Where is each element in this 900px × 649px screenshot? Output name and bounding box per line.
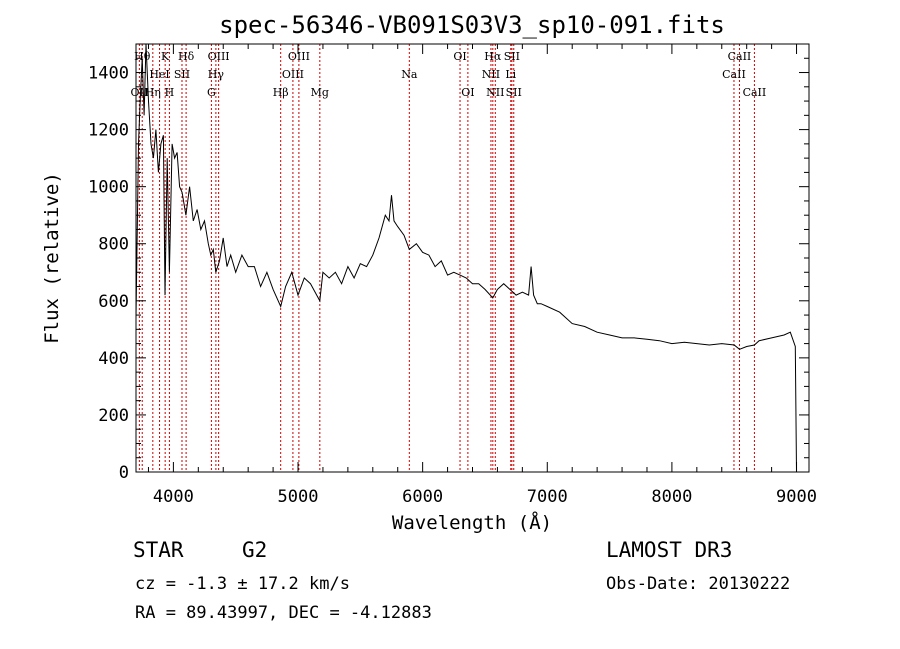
marker-label: HeI xyxy=(149,68,169,81)
series-layer xyxy=(135,43,797,473)
x-tick-label: 7000 xyxy=(527,487,568,507)
y-tick-label: 200 xyxy=(98,406,129,426)
x-tick-label: 8000 xyxy=(651,487,692,507)
marker-label: CaII xyxy=(743,86,767,99)
marker-label: Hδ xyxy=(178,50,195,63)
y-tick-label: 400 xyxy=(98,349,129,369)
marker-label: CaII xyxy=(728,50,752,63)
x-axis: 4000 5000 6000 7000 8000 9000 xyxy=(147,44,817,507)
y-axis-label: Flux (relative) xyxy=(41,172,63,344)
marker-label: SII xyxy=(174,68,190,81)
observation-date: Obs-Date: 20130222 xyxy=(606,574,791,594)
y-tick-label: 1200 xyxy=(88,121,129,141)
x-axis-label: Wavelength (Å) xyxy=(392,511,552,534)
marker-label: Hα xyxy=(484,50,502,63)
y-axis: 0 200 400 600 800 1000 1200 1400 xyxy=(88,43,809,483)
y-tick-label: 1400 xyxy=(88,64,129,84)
survey-name: LAMOST DR3 xyxy=(606,538,733,562)
marker-label: OIII xyxy=(288,50,310,63)
x-tick-label: 6000 xyxy=(402,487,443,507)
line-marker-labels: OIIHθHηHeIKHSIIHδGHγOIIIHβOIIIOIIIMgNaOI… xyxy=(131,50,767,99)
marker-label: NII xyxy=(486,86,504,99)
marker-label: Mg xyxy=(311,86,329,99)
marker-label: NII xyxy=(482,68,500,81)
marker-label: H xyxy=(165,86,175,99)
marker-label: Na xyxy=(401,68,418,81)
spectrum-chart: spec-56346-VB091S03V3_sp10-091.fits OIIH… xyxy=(41,11,817,534)
plot-frame xyxy=(135,43,810,473)
x-tick-label: 5000 xyxy=(278,487,319,507)
marker-label: Li xyxy=(505,68,516,81)
y-tick-label: 1000 xyxy=(88,178,129,198)
marker-label: SII xyxy=(504,50,520,63)
object-type: STAR xyxy=(133,538,184,562)
marker-label: Hη xyxy=(145,86,161,99)
redshift-text: cz = -1.3 ± 17.2 km/s xyxy=(135,574,350,594)
object-subclass: G2 xyxy=(242,538,268,562)
marker-label: Hβ xyxy=(273,86,289,99)
chart-title: spec-56346-VB091S03V3_sp10-091.fits xyxy=(219,11,725,39)
marker-label: K xyxy=(161,50,170,63)
y-tick-label: 800 xyxy=(98,235,129,255)
marker-label: OI xyxy=(461,86,474,99)
marker-label: SII xyxy=(506,86,522,99)
coordinates-text: RA = 89.43997, DEC = -4.12883 xyxy=(135,603,432,623)
marker-label: OI xyxy=(453,50,466,63)
marker-label: Hγ xyxy=(208,68,225,81)
spectrum-line xyxy=(135,43,797,473)
marker-label: OIII xyxy=(208,50,230,63)
marker-label: OIII xyxy=(282,68,304,81)
y-tick-label: 600 xyxy=(98,292,129,312)
marker-label: G xyxy=(207,86,216,99)
x-tick-label: 4000 xyxy=(153,487,194,507)
y-tick-label: 0 xyxy=(119,463,129,483)
line-markers xyxy=(138,44,755,472)
x-tick-label: 9000 xyxy=(776,487,817,507)
marker-label: CaII xyxy=(722,68,746,81)
